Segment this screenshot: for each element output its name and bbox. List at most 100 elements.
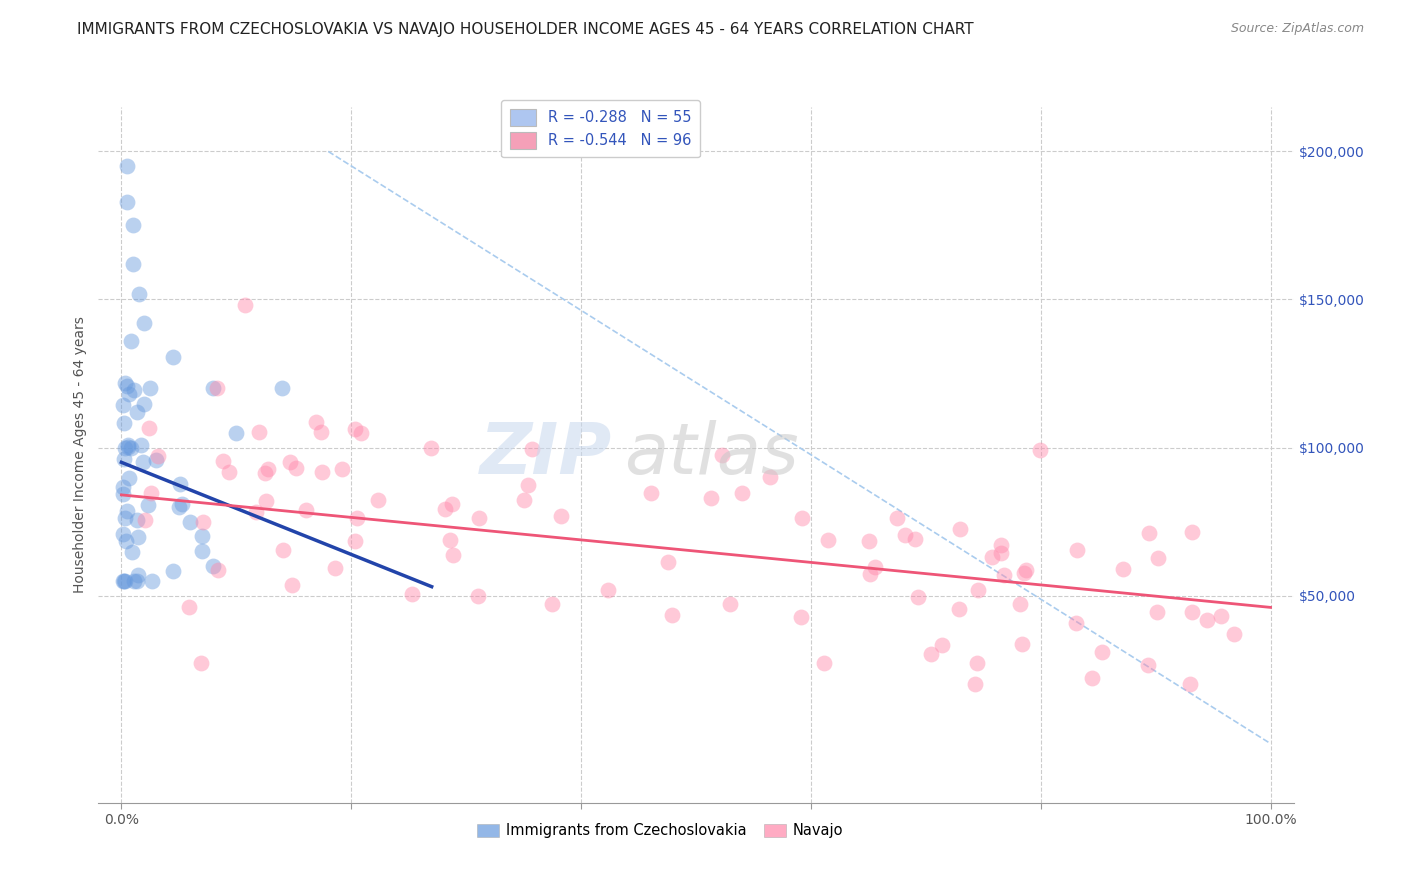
Point (813, 656, 835, 670)
Point (993, 567, 1015, 582)
Point (990, 546, 1012, 560)
Text: ZIP: ZIP (479, 420, 613, 490)
Point (439, 533, 461, 547)
Point (225, 425, 247, 440)
Point (271, 381, 294, 395)
Point (254, 466, 277, 480)
Point (112, 451, 135, 466)
Point (904, 532, 927, 546)
Point (118, 387, 141, 401)
Point (120, 442, 142, 456)
Point (517, 478, 540, 492)
Point (145, 452, 167, 467)
Point (309, 425, 332, 440)
Point (278, 455, 301, 469)
Point (1197, 613, 1219, 627)
Point (191, 544, 214, 558)
Point (886, 510, 908, 524)
Point (167, 500, 190, 514)
Point (759, 470, 782, 484)
Point (132, 397, 155, 411)
Point (211, 454, 233, 468)
Point (112, 416, 135, 430)
Text: atlas: atlas (624, 420, 799, 490)
Point (245, 505, 267, 519)
Point (419, 441, 441, 455)
Point (125, 513, 148, 527)
Point (207, 563, 229, 577)
Point (254, 494, 277, 508)
Point (657, 555, 679, 569)
Point (1066, 542, 1088, 557)
Point (247, 425, 270, 439)
Point (162, 564, 184, 578)
Point (859, 567, 882, 582)
Point (117, 438, 139, 452)
Text: Source: ZipAtlas.com: Source: ZipAtlas.com (1230, 22, 1364, 36)
Point (323, 561, 346, 575)
Point (1223, 626, 1246, 640)
Point (1137, 658, 1160, 673)
Point (949, 522, 972, 536)
Point (136, 498, 159, 512)
Point (115, 159, 138, 173)
Point (343, 422, 366, 436)
Point (401, 586, 423, 600)
Point (138, 421, 160, 435)
Point (1137, 525, 1160, 540)
Point (598, 582, 620, 597)
Point (169, 476, 191, 491)
Point (1081, 671, 1104, 685)
Point (858, 534, 880, 549)
Point (792, 510, 814, 524)
Point (1012, 566, 1035, 581)
Point (117, 378, 139, 392)
Point (284, 461, 307, 475)
Point (202, 381, 225, 395)
Point (1112, 562, 1135, 576)
Point (967, 583, 990, 598)
Point (190, 657, 212, 671)
Text: IMMIGRANTS FROM CZECHOSLOVAKIA VS NAVAJO HOUSEHOLDER INCOME AGES 45 - 64 YEARS C: IMMIGRANTS FROM CZECHOSLOVAKIA VS NAVAJO… (77, 22, 974, 37)
Point (127, 568, 149, 582)
Point (122, 257, 145, 271)
Point (1146, 551, 1168, 566)
Point (120, 334, 142, 348)
Point (112, 527, 135, 541)
Point (931, 638, 953, 652)
Point (1180, 677, 1202, 691)
Point (711, 449, 734, 463)
Point (218, 466, 240, 480)
Point (118, 471, 141, 485)
Point (863, 559, 886, 574)
Point (131, 455, 153, 469)
Point (114, 376, 136, 391)
Point (117, 504, 139, 518)
Point (134, 316, 156, 330)
Point (111, 398, 134, 412)
Point (122, 219, 145, 233)
Point (114, 511, 136, 525)
Point (1181, 605, 1204, 619)
Point (718, 597, 741, 611)
Point (367, 493, 389, 508)
Point (520, 442, 543, 456)
Point (122, 574, 145, 588)
Point (965, 677, 987, 691)
Point (111, 574, 134, 588)
Point (441, 497, 464, 511)
Point (1029, 443, 1052, 458)
Point (894, 528, 917, 542)
Point (966, 656, 988, 670)
Point (343, 534, 366, 549)
Point (127, 404, 149, 418)
Point (1015, 563, 1038, 577)
Point (541, 597, 564, 611)
Point (907, 590, 929, 604)
Point (207, 381, 229, 395)
Point (550, 508, 572, 523)
Point (141, 486, 163, 500)
Point (281, 577, 304, 591)
Y-axis label: Householder Income Ages 45 - 64 years: Householder Income Ages 45 - 64 years (73, 317, 87, 593)
Point (191, 529, 214, 543)
